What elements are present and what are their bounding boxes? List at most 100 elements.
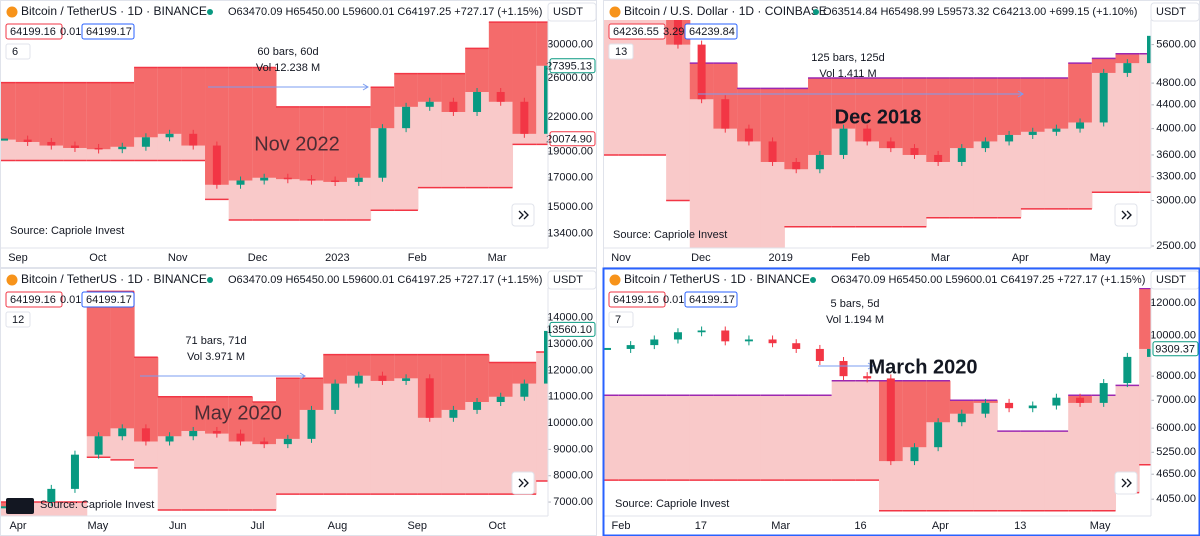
scroll-icon[interactable]: [518, 478, 529, 488]
candle: [70, 454, 79, 489]
symbol-title: Bitcoin / TetherUS · 1D · BINANCE: [624, 272, 810, 286]
x-tick-label: May: [1090, 252, 1111, 264]
candle: [189, 133, 198, 146]
y-tick-label: 10000.00: [547, 417, 593, 429]
x-tick-label: 2023: [325, 252, 349, 264]
price-box-label: 64199.17: [86, 294, 132, 306]
upper-zone: [808, 77, 833, 155]
price-tag-label: 20074.90: [546, 134, 592, 146]
candle: [141, 428, 150, 442]
currency-label[interactable]: USDT: [1156, 6, 1186, 18]
coin-icon: [609, 274, 621, 286]
x-tick-label: Mar: [771, 520, 790, 532]
candle: [520, 101, 529, 134]
plot-area: [0, 290, 548, 516]
badge-label[interactable]: 12: [12, 314, 24, 326]
candle: [721, 99, 730, 129]
channel-band: [536, 351, 548, 481]
candle: [1028, 405, 1037, 409]
price-tag-label: 9309.37: [1155, 344, 1195, 356]
badge[interactable]: [608, 311, 634, 328]
upper-zone: [1139, 288, 1151, 349]
x-tick-label: Feb: [851, 252, 870, 264]
candle: [744, 339, 753, 342]
badge[interactable]: [608, 43, 634, 60]
channel-band: [536, 22, 548, 145]
candle: [697, 330, 706, 333]
upper-zone: [181, 396, 206, 431]
upper-zone: [86, 291, 111, 437]
currency-label[interactable]: USDT: [1156, 274, 1186, 286]
x-tick-label: Apr: [932, 520, 949, 532]
candle: [94, 147, 103, 150]
scroll-icon[interactable]: [518, 210, 529, 220]
y-tick-label: 11000.00: [548, 391, 593, 403]
candle: [496, 396, 505, 402]
x-tick-label: Mar: [488, 252, 507, 264]
x-tick-label: Aug: [328, 520, 348, 532]
price-box-label: 3.29: [663, 26, 684, 38]
upper-zone: [276, 378, 301, 439]
candle: [449, 409, 458, 418]
channel-band: [689, 395, 714, 481]
currency-label[interactable]: USDT: [553, 274, 583, 286]
candle: [886, 378, 895, 462]
candle: [1147, 348, 1151, 357]
candle: [792, 343, 801, 349]
measure-label: 125 bars, 125d: [811, 52, 884, 64]
price-box: [81, 23, 135, 40]
upper-zone: [1020, 77, 1046, 132]
candle: [673, 20, 682, 45]
plot-area: [0, 21, 548, 221]
upper-zone: [110, 82, 135, 147]
price-box-label: 64239.84: [689, 26, 735, 38]
candle: [165, 436, 174, 442]
upper-zone: [394, 354, 419, 379]
currency-label[interactable]: USDT: [553, 6, 583, 18]
candle: [141, 137, 150, 147]
x-tick-label: May: [1090, 520, 1111, 532]
symbol-title: Bitcoin / TetherUS · 1D · BINANCE: [21, 4, 207, 18]
y-tick-label: 4400.00: [1156, 99, 1196, 111]
candle: [307, 179, 316, 181]
badge-label[interactable]: 13: [615, 46, 627, 58]
coin-icon: [6, 274, 18, 286]
upper-zone: [228, 67, 253, 181]
upper-zone: [997, 77, 1022, 135]
candle: [910, 148, 919, 155]
y-tick-label: 22000.00: [547, 111, 593, 123]
upper-zone: [299, 378, 324, 410]
measure-label: 5 bars, 5d: [831, 298, 880, 310]
channel-band: [1068, 395, 1093, 511]
upper-zone: [323, 106, 348, 182]
y-tick-label: 14000.00: [547, 312, 593, 324]
upper-zone: [441, 354, 466, 410]
arrow-head: [299, 372, 306, 380]
badge[interactable]: [5, 311, 31, 328]
badge-label[interactable]: 7: [615, 314, 621, 326]
x-tick-label: Nov: [611, 252, 631, 264]
source-label: Source: Capriole Invest: [40, 499, 154, 511]
price-box-label: 0.01: [60, 294, 81, 306]
channel-band: [642, 20, 667, 155]
candle: [283, 177, 292, 180]
candle: [768, 339, 777, 344]
candle: [378, 375, 387, 381]
channel-band: [997, 431, 1022, 511]
scroll-icon[interactable]: [1121, 478, 1132, 488]
y-tick-label: 3000.00: [1156, 194, 1196, 206]
candle: [118, 146, 127, 150]
y-tick-label: 15000.00: [547, 201, 593, 213]
upper-zone: [417, 73, 443, 102]
x-tick-label: Oct: [489, 520, 506, 532]
measure-label: 71 bars, 71d: [185, 335, 246, 347]
y-tick-label: 12000.00: [1150, 297, 1196, 309]
badge[interactable]: [5, 43, 31, 60]
tv-logo: [6, 498, 34, 514]
upper-zone: [346, 106, 372, 178]
chart-panel: 12000.00 10000.00 8000.00 7000.00 6000.00 525…: [602, 267, 1200, 536]
upper-zone: [1044, 77, 1069, 129]
badge-label[interactable]: 6: [12, 46, 18, 58]
scroll-icon[interactable]: [1121, 210, 1132, 220]
